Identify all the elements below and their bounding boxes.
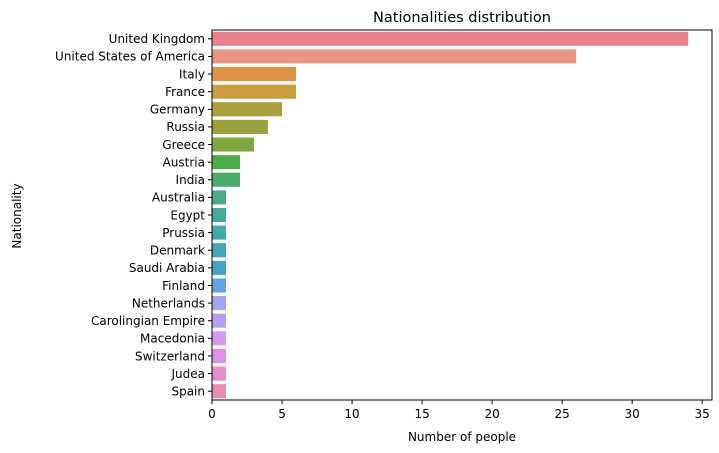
bar-macedonia [212, 331, 227, 346]
bar-italy [212, 67, 297, 82]
y-tick-label: Greece [162, 138, 205, 152]
x-axis-ticks: 0 5 10 15 20 25 30 35 [208, 400, 710, 421]
y-tick-label: Macedonia [140, 332, 205, 346]
y-tick-label: Russia [166, 120, 205, 134]
y-tick-label: United States of America [55, 50, 205, 64]
bar-denmark [212, 243, 227, 258]
y-tick-label: Finland [162, 279, 205, 293]
x-tick-label: 10 [344, 407, 359, 421]
bar-india [212, 172, 241, 187]
x-tick-label: 30 [625, 407, 640, 421]
x-tick-label: 35 [695, 407, 710, 421]
y-tick-label: Judea [171, 367, 206, 381]
bar-finland [212, 278, 227, 293]
x-tick-label: 15 [414, 407, 429, 421]
y-tick-label: Switzerland [135, 349, 205, 363]
bar-austria [212, 155, 241, 170]
bar-russia [212, 119, 269, 134]
bar-spain [212, 384, 227, 399]
y-axis-title: Nationality [10, 183, 24, 248]
bar-judea [212, 366, 227, 381]
bar-netherlands [212, 296, 227, 311]
bar-carolingian-empire [212, 313, 227, 328]
y-tick-label: Germany [150, 103, 205, 117]
axes-frame [211, 29, 713, 401]
y-tick-label: Italy [179, 67, 205, 81]
y-tick-label: Prussia [162, 226, 205, 240]
y-tick-label: Austria [163, 155, 205, 169]
bar-prussia [212, 225, 227, 240]
y-tick-label: United Kingdom [109, 32, 205, 46]
x-axis-title: Number of people [408, 430, 516, 444]
y-tick-label: Egypt [170, 208, 205, 222]
bar-switzerland [212, 348, 227, 363]
x-tick-label: 5 [278, 407, 286, 421]
bar-australia [212, 190, 227, 205]
y-tick-label: Denmark [150, 244, 205, 258]
bar-united-states-of-america [212, 49, 577, 64]
x-tick-label: 0 [208, 407, 216, 421]
y-tick-label: Australia [152, 191, 205, 205]
chart-title: Nationalities distribution [373, 10, 551, 26]
bar-germany [212, 102, 283, 117]
x-tick-label: 25 [554, 407, 569, 421]
bar-saudi-arabia [212, 260, 227, 275]
x-tick-label: 20 [484, 407, 499, 421]
y-tick-label: France [165, 85, 205, 99]
bar-greece [212, 137, 255, 152]
y-axis-ticks: United Kingdom United States of America It… [55, 32, 212, 398]
bars-layer [212, 31, 689, 399]
bar-egypt [212, 207, 227, 223]
bar-france [212, 84, 297, 99]
plot-border [211, 29, 713, 401]
y-tick-label: Carolingian Empire [91, 314, 205, 328]
bar-united-kingdom [212, 31, 689, 46]
y-tick-label: India [176, 173, 205, 187]
y-tick-label: Saudi Arabia [129, 261, 205, 275]
y-tick-label: Netherlands [132, 296, 205, 310]
y-tick-label: Spain [171, 384, 205, 398]
